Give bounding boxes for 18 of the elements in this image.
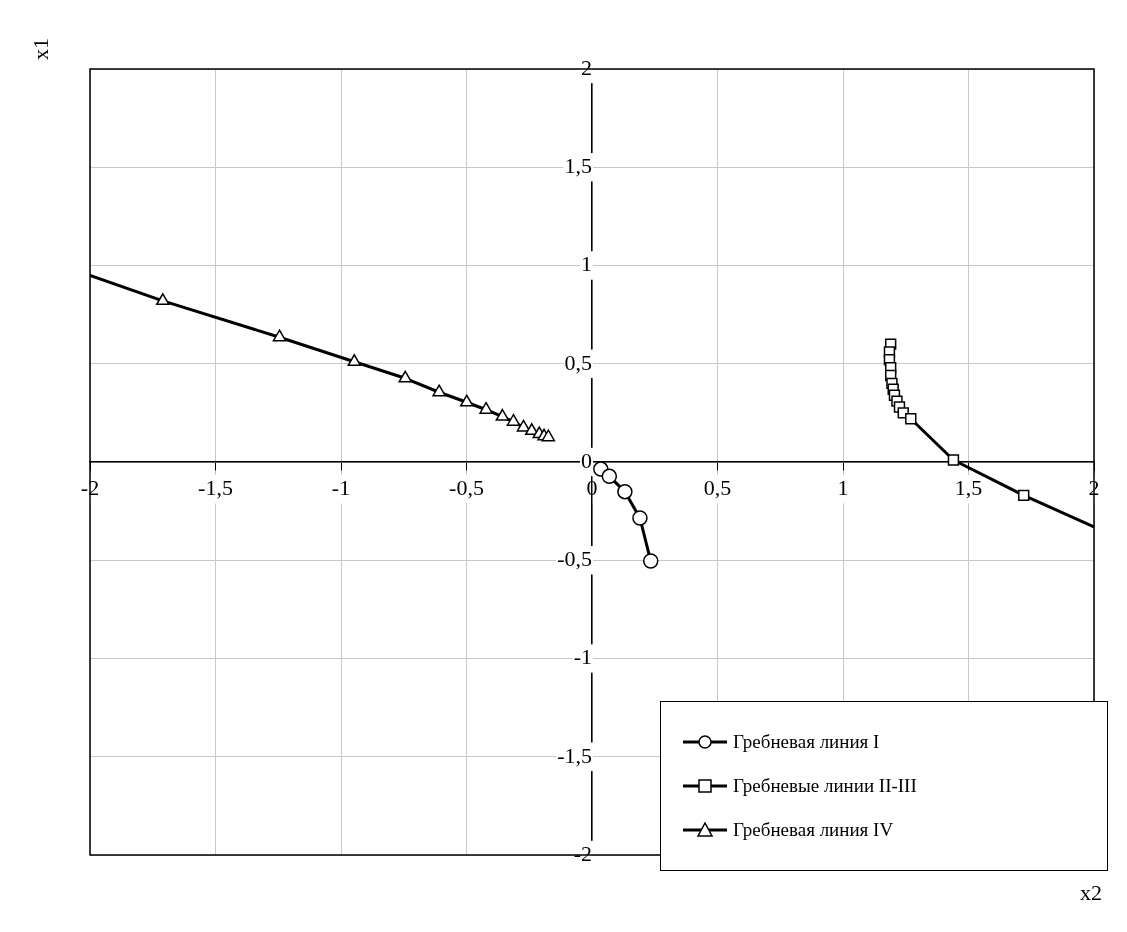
y-tick-label: 1 <box>581 251 592 277</box>
y-tick-label: 0,5 <box>564 349 592 375</box>
legend-label: Гребневые линии II-III <box>733 775 917 797</box>
y-tick-label: -0,5 <box>557 546 592 572</box>
y-tick-label: -1 <box>573 644 592 670</box>
x-tick-label: -0,5 <box>449 474 484 500</box>
legend-label: Гребневая линия IV <box>733 819 894 841</box>
x-tick-label: -1,5 <box>198 474 233 500</box>
x-tick-label: -1 <box>331 474 351 500</box>
y-tick-label: 1,5 <box>564 153 592 179</box>
y-tick-label: 0 <box>581 447 592 473</box>
legend-label: Гребневая линия I <box>733 731 880 753</box>
x-axis-title: x2 <box>1080 880 1102 906</box>
x-tick-label: 1,5 <box>954 474 983 500</box>
x-tick-label: 1 <box>837 474 849 500</box>
y-axis-title: x1 <box>28 38 54 60</box>
y-tick-label: -1,5 <box>557 742 592 768</box>
x-tick-label: 0,5 <box>703 474 732 500</box>
